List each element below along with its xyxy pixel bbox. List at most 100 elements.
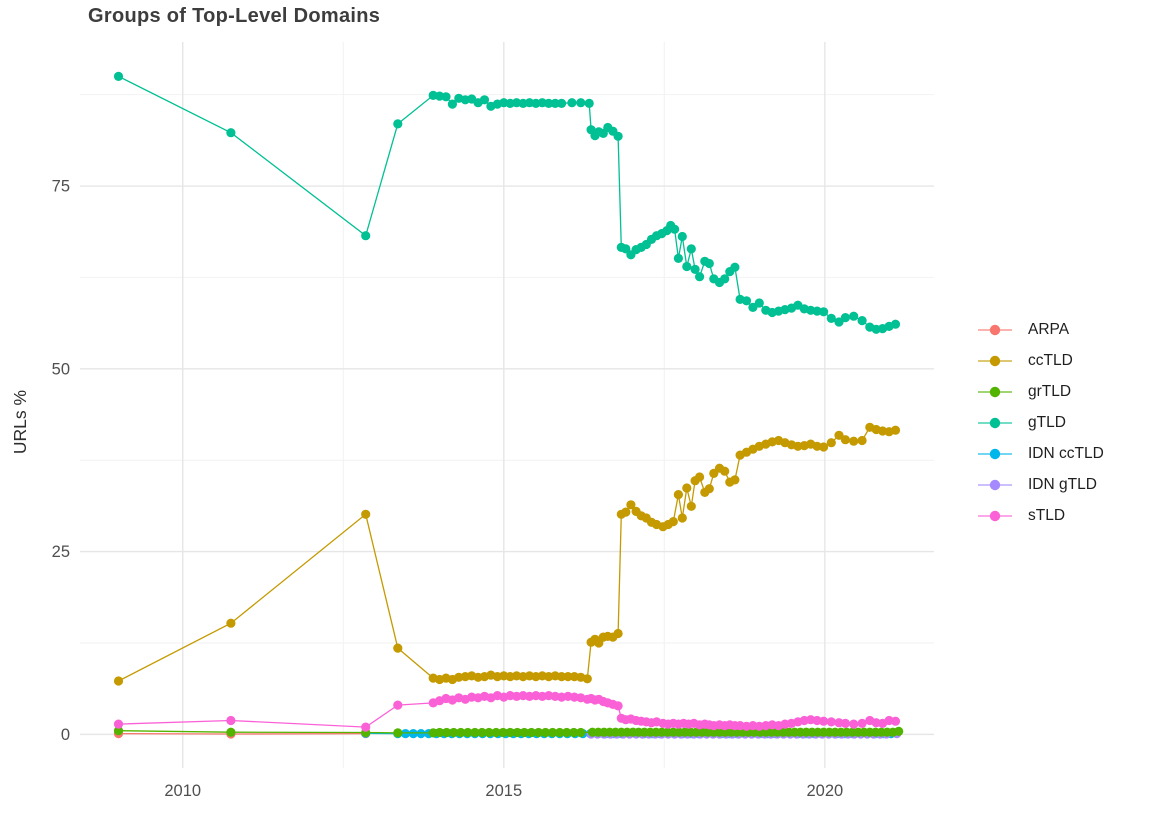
series-point-gtld: [550, 98, 560, 108]
series-point-gtld: [670, 224, 680, 234]
series-point-grtld: [894, 726, 904, 737]
series-point-gtld: [226, 128, 236, 138]
series-point-gtld: [695, 272, 705, 282]
series-point-grtld: [555, 727, 565, 738]
series-point-grtld: [477, 727, 487, 738]
legend-key-icon: [978, 355, 1012, 366]
series-point-gtld: [686, 244, 696, 254]
y-tick-label: 0: [61, 726, 70, 744]
series-point-cctld: [695, 472, 705, 482]
series-point-gtld: [754, 298, 764, 308]
series-point-gtld: [361, 231, 371, 241]
legend-label: IDN ccTLD: [1028, 444, 1104, 462]
series-point-gtld: [113, 71, 124, 81]
series-point-gtld: [704, 258, 714, 269]
series-point-grtld: [512, 727, 522, 738]
legend-item-grtld: grTLD: [976, 376, 1104, 407]
series-point-cctld: [557, 672, 567, 682]
series-point-grtld: [393, 728, 403, 738]
series-point-grtld: [519, 727, 529, 738]
series-point-cctld: [826, 438, 836, 448]
series-point-cctld: [704, 484, 714, 494]
series-point-gtld: [826, 313, 836, 323]
series-point-gtld: [677, 231, 687, 242]
series-point-gtld: [890, 319, 901, 329]
series-point-grtld: [562, 727, 572, 738]
series-point-gtld: [834, 317, 844, 327]
x-tick-label: 2015: [485, 782, 522, 800]
series-point-gtld: [857, 316, 867, 326]
series-point-cctld: [840, 435, 851, 445]
series-point-gtld: [584, 98, 594, 108]
legend-label: grTLD: [1028, 382, 1072, 400]
series-point-gtld: [557, 98, 567, 108]
y-axis-title: URLs %: [10, 390, 30, 454]
series-point-idn-cctld: [400, 729, 411, 739]
series-point-stld: [849, 719, 859, 729]
series-point-cctld: [849, 436, 859, 446]
legend-key-icon: [978, 479, 1012, 490]
series-point-grtld: [548, 727, 558, 738]
series-point-gtld: [447, 99, 457, 109]
series-point-stld: [226, 715, 236, 726]
series-point-grtld: [113, 726, 124, 736]
series-point-cctld: [626, 500, 636, 510]
series-point-grtld: [484, 727, 494, 738]
series-line-gtld: [118, 75, 896, 330]
legend-label: IDN gTLD: [1028, 475, 1097, 493]
legend-item-cctld: ccTLD: [976, 345, 1104, 376]
series-point-stld: [613, 701, 623, 711]
series-point-gtld: [613, 131, 623, 141]
x-tick-label: 2010: [164, 782, 201, 800]
series-point-gtld: [748, 302, 758, 312]
series-point-gtld: [720, 274, 730, 284]
legend-label: ARPA: [1028, 320, 1070, 338]
legend-key-icon: [978, 324, 1012, 335]
legend-key-icon: [978, 510, 1012, 521]
series-point-grtld: [491, 727, 501, 738]
legend-label: ccTLD: [1028, 351, 1073, 369]
series-point-grtld: [470, 727, 480, 738]
series-point-grtld: [456, 727, 466, 738]
series-point-cctld: [720, 466, 730, 476]
series-point-cctld: [668, 517, 678, 527]
series-point-stld: [840, 718, 851, 729]
series-point-gtld: [544, 98, 554, 108]
series-point-grtld: [498, 727, 508, 738]
legend-item-idn-gtld: IDN gTLD: [976, 469, 1104, 500]
series-point-cctld: [890, 425, 901, 435]
series-point-gtld: [576, 98, 586, 108]
series-point-stld: [857, 718, 867, 729]
chart-title: Groups of Top-Level Domains: [88, 5, 381, 27]
series-point-stld: [113, 719, 124, 729]
series-point-cctld: [613, 628, 623, 639]
x-tick-label: 2020: [806, 782, 843, 800]
series-point-stld: [890, 716, 901, 726]
series-point-cctld: [857, 435, 867, 446]
series-point-cctld: [226, 618, 236, 628]
series-point-idn-cctld: [408, 729, 418, 739]
series-point-cctld: [834, 430, 844, 440]
legend: ARPA ccTLD grTLD gTLD IDN ccTLD IDN gTLD…: [976, 314, 1104, 531]
series-point-cctld: [730, 475, 740, 485]
series-point-gtld: [682, 261, 692, 272]
legend-item-idn-cctld: IDN ccTLD: [976, 438, 1104, 469]
legend-key-icon: [978, 386, 1012, 397]
series-point-cctld: [673, 490, 684, 500]
series-point-gtld: [849, 311, 859, 321]
series-point-gtld: [441, 92, 451, 102]
series-point-cctld: [819, 442, 829, 452]
y-tick-label: 50: [52, 360, 70, 378]
series-point-cctld: [677, 513, 687, 523]
series-point-grtld: [569, 727, 579, 738]
series-point-grtld: [505, 727, 515, 738]
series-point-gtld: [567, 98, 577, 108]
series-point-grtld: [540, 727, 551, 738]
y-tick-label: 75: [52, 178, 70, 196]
series-point-cctld: [621, 507, 631, 517]
series-point-gtld: [393, 119, 403, 129]
legend-item-stld: sTLD: [976, 500, 1104, 531]
series-point-gtld: [730, 262, 740, 272]
